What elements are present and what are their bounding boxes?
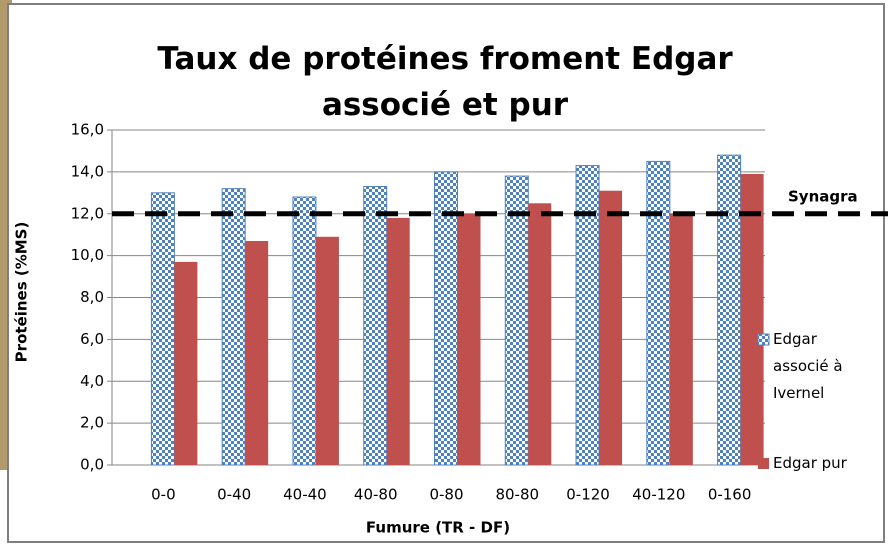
reference-label: Synagra: [788, 187, 858, 205]
y-tick-label: 6,0: [80, 330, 104, 348]
bar: [221, 188, 246, 466]
bar: [315, 236, 339, 465]
y-tick-label: 12,0: [71, 204, 104, 222]
bar: [646, 160, 671, 466]
legend-label: Edgar pur: [773, 454, 847, 472]
y-tick-label: 14,0: [71, 162, 104, 180]
x-tick-label: 40-80: [354, 486, 398, 504]
x-tick-label: 0-160: [708, 486, 752, 504]
y-tick-label: 16,0: [71, 121, 104, 139]
x-tick-label: 0-80: [429, 486, 463, 504]
bar: [150, 192, 175, 466]
legend-swatch: [757, 333, 770, 346]
y-tick-label: 8,0: [80, 288, 104, 306]
y-tick-label: 4,0: [80, 372, 104, 390]
y-axis-label: Protéines (%MS): [13, 222, 31, 363]
x-tick-label: 0-120: [566, 486, 610, 504]
bar: [740, 173, 764, 465]
x-axis-label: Fumure (TR - DF): [366, 519, 510, 537]
chart-title: Taux de protéines froment Edgar associé …: [157, 41, 733, 123]
bar: [528, 203, 552, 465]
legend-label: Edgar associé à Ivernel: [773, 330, 843, 402]
bar: [363, 186, 388, 466]
y-tick-label: 2,0: [80, 414, 104, 432]
bar: [386, 217, 410, 465]
bar: [457, 213, 481, 465]
bar: [669, 213, 693, 465]
x-tick-label: 40-40: [283, 486, 327, 504]
y-tick-label: 10,0: [71, 246, 104, 264]
bar: [599, 190, 623, 465]
bar: [174, 261, 198, 465]
bar: [245, 240, 269, 465]
legend-swatch: [758, 458, 769, 469]
bar: [504, 175, 529, 466]
x-tick-label: 80-80: [495, 486, 539, 504]
x-tick-label: 0-40: [217, 486, 251, 504]
y-tick-label: 0,0: [80, 456, 104, 474]
bar: [717, 154, 742, 466]
bar: [575, 165, 600, 466]
bar: [292, 196, 317, 466]
x-tick-label: 0-0: [151, 486, 176, 504]
x-tick-label: 40-120: [632, 486, 685, 504]
